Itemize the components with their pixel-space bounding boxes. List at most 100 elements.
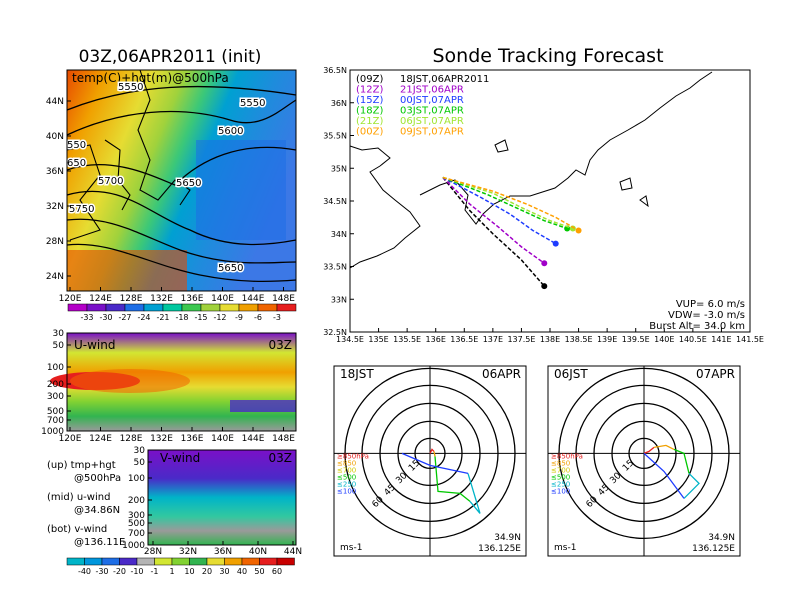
- temp-colorbar-swatch: [124, 303, 145, 312]
- wind-colorbar-swatch: [101, 557, 120, 566]
- map-y-tick-label: 28N: [46, 237, 64, 247]
- track-legend-run: (15Z): [356, 95, 383, 106]
- hodograph-level-label: ≤250: [551, 480, 570, 488]
- vup-text: VUP= 6.0 m/s: [676, 299, 745, 310]
- track-y-tick-label: 33.5N: [323, 263, 347, 272]
- temp-colorbar-swatch: [219, 303, 240, 312]
- hodograph-level-label: ≤500: [551, 473, 570, 481]
- left-title: 03Z,06APR2011 (init): [79, 47, 262, 67]
- temp-colorbar-swatch: [162, 303, 183, 312]
- hodograph-lat: 34.9N: [708, 533, 735, 543]
- map-y-tick-label: 44N: [46, 97, 64, 107]
- map-y-tick-label: 40N: [46, 132, 64, 142]
- hodograph-trace: [467, 473, 481, 514]
- legend-bot-a: (bot) v-wind: [47, 524, 107, 535]
- v-wind-y-tick-label: 1000: [122, 541, 145, 551]
- panel-legend: (up) tmp+hgt @500hPa (mid) u-wind @34.86…: [47, 460, 125, 548]
- track-y-tick-label: 34.5N: [323, 197, 347, 206]
- wind-colorbar-swatch: [119, 557, 138, 566]
- hodograph-level-label: ≤250: [337, 480, 356, 488]
- u-wind-x-tick-label: 128E: [120, 434, 143, 444]
- track-landing-point: [552, 240, 559, 247]
- wind-colorbar-label: 10: [184, 567, 194, 576]
- map-x-tick-label: 148E: [272, 294, 295, 304]
- legend-bot-b: @136.11E: [74, 537, 125, 548]
- temp-colorbar-label: -6: [254, 313, 262, 322]
- burst-alt-text: Burst Alt= 34.0 km: [649, 321, 745, 332]
- track-legend-run: (09Z): [356, 74, 383, 85]
- contour-label: 650: [67, 158, 86, 169]
- map-y-tick-label: 24N: [46, 272, 64, 282]
- track-legend-run: (12Z): [356, 85, 383, 96]
- map-x-tick-label: 132E: [150, 294, 173, 304]
- temp-colorbar-swatch: [67, 303, 88, 312]
- map-x-tick-label: 136E: [181, 294, 204, 304]
- hodograph-level-label: ≤850: [551, 459, 570, 467]
- u-wind-x-tick-label: 148E: [272, 434, 295, 444]
- temp-colorbar-swatch: [276, 303, 297, 312]
- temp-colorbar-label: -9: [235, 313, 243, 322]
- u-wind-x-tick-label: 120E: [59, 434, 82, 444]
- v-wind-time: 03Z: [269, 451, 293, 465]
- temp-colorbar-label: -3: [273, 313, 281, 322]
- track-x-tick-label: 134.5E: [336, 335, 364, 344]
- hodograph-trace: [653, 444, 675, 450]
- temp-colorbar-label: -15: [194, 313, 207, 322]
- v-wind-x-tick-label: 44N: [284, 547, 302, 557]
- hodograph-trace: [683, 472, 700, 499]
- track-y-tick-label: 32.5N: [323, 328, 347, 337]
- temp-colorbar: -33 -30 -27 -24 -21 -18 -15 -12 -9 -6 -3: [67, 303, 297, 322]
- wind-colorbar-label: 1: [169, 567, 174, 576]
- wind-colorbar-swatch: [154, 557, 173, 566]
- wind-colorbar-swatch: [136, 557, 155, 566]
- track-x-tick-label: 140.5E: [679, 335, 707, 344]
- legend-up-b: @500hPa: [74, 473, 121, 484]
- u-wind-time: 03Z: [269, 338, 293, 352]
- u-wind-x-tick-label: 140E: [211, 434, 234, 444]
- hodograph-level-label: ≥850hPa: [551, 452, 583, 460]
- track-info: VUP= 6.0 m/s VDW= -3.0 m/s Burst Alt= 34…: [649, 299, 745, 332]
- wind-colorbar-swatch: [259, 557, 278, 566]
- u-wind-y-tick-label: 30: [53, 329, 65, 339]
- u-wind-y-tick-label: 1000: [41, 427, 64, 437]
- wind-colorbar-label: -1: [151, 567, 159, 576]
- hodograph-trace: [673, 448, 690, 474]
- contour-label: 550: [67, 140, 86, 151]
- u-wind-section: U-wind 03Z: [50, 332, 297, 432]
- wind-colorbar-label: 50: [254, 567, 264, 576]
- hodograph-lon: 136.125E: [478, 544, 521, 554]
- hodograph-level-label: ≤700: [337, 466, 356, 474]
- track-legend-run: (21Z): [356, 116, 383, 127]
- contour-label: 5550: [240, 98, 265, 109]
- wind-colorbar-swatch: [241, 557, 260, 566]
- track-x-tick-label: 140E: [654, 335, 674, 344]
- hodograph-trace: [429, 448, 435, 454]
- map-x-tick-label: 144E: [242, 294, 265, 304]
- track-y-tick-label: 35.5N: [323, 132, 347, 141]
- track-x-tick-label: 137.5E: [507, 335, 535, 344]
- v-wind-y-tick-label: 300: [128, 511, 145, 521]
- wind-colorbar-swatch: [171, 557, 190, 566]
- v-wind-x-ticks: 28N 32N 36N 40N 44N: [144, 541, 302, 557]
- u-wind-y-tick-label: 700: [47, 416, 64, 426]
- u-wind-y-tick-label: 300: [47, 392, 64, 402]
- track-line: [442, 176, 579, 232]
- v-wind-x-tick-label: 36N: [214, 547, 232, 557]
- hodograph-level-label: ≤100: [337, 487, 356, 495]
- wind-colorbar-label: 30: [219, 567, 229, 576]
- v-wind-y-tick-label: 500: [128, 519, 145, 529]
- map-panel-label: temp(C)+hgt(m)@500hPa: [72, 71, 229, 85]
- legend-mid-b: @34.86N: [74, 505, 120, 516]
- vdw-text: VDW= -3.0 m/s: [668, 310, 745, 321]
- track-legend: (09Z) 18JST,06APR2011 (12Z) 21JST,06APR (15Z…: [356, 74, 489, 138]
- temp-colorbar-swatch: [86, 303, 107, 312]
- hodograph-trace: [401, 452, 469, 475]
- v-wind-y-tick-label: 30: [134, 446, 146, 456]
- track-line: [442, 176, 568, 230]
- temp-colorbar-label: -33: [80, 313, 93, 322]
- hodograph-trace: [434, 456, 471, 502]
- contour-label: 5550: [118, 82, 143, 93]
